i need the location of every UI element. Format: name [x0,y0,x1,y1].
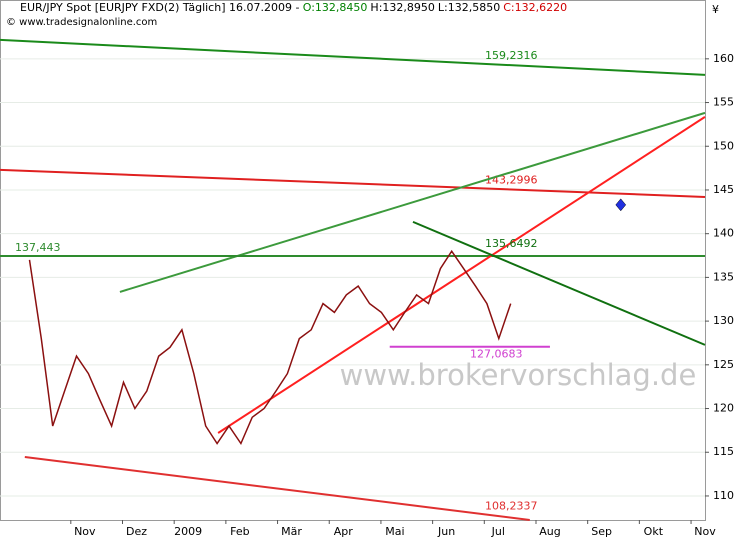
x-tick-label: Jul [491,525,505,538]
y-tick-label: 110 [713,489,734,502]
marker [615,198,627,212]
y-tick-label: 135 [713,270,734,283]
low: L:132,5850 [438,1,500,14]
trend-line [24,455,530,521]
x-tick-label: Feb [230,525,249,538]
line-label: 137,443 [15,241,61,254]
x-tick-label: Apr [334,525,354,538]
y-tick-label: 145 [713,183,734,196]
open: O:132,8450 [303,1,368,14]
x-tick-label: Dez [126,525,147,538]
line-label: 108,2337 [485,499,538,512]
x-tick-label: Nov [74,525,96,538]
x-tick-label: Mai [385,525,404,538]
trend-line [412,220,706,346]
price-line [28,249,512,446]
watermark: www.brokervorschlag.de [340,358,697,392]
high: H:132,8950 [370,1,434,14]
x-tick-label: Mär [281,525,302,538]
y-tick-label: 150 [713,139,734,152]
y-tick-label: 120 [713,402,734,415]
x-tick-label: Jun [437,525,455,538]
x-tick-label: 2009 [174,525,202,538]
y-tick-label: 155 [713,96,734,109]
header: EUR/JPY Spot [EURJPY FXD(2) Täglich] 16.… [20,1,567,14]
plot-frame [0,0,706,521]
line-label: 143,2996 [485,174,538,187]
symbol: EUR/JPY Spot [EURJPY FXD(2) Täglich] 16.… [20,1,300,14]
x-tick-label: Sep [591,525,612,538]
close: C:132,6220 [503,1,567,14]
y-tick-label: 115 [713,445,734,458]
line-label: 135,6492 [485,237,538,250]
x-tick-label: Okt [644,525,664,538]
y-tick-label: 125 [713,358,734,371]
copyright: © www.tradesignalonline.com [6,17,157,28]
line-label: 159,2316 [485,49,538,62]
line-label: 127,0683 [470,348,523,361]
y-tick-label: 130 [713,314,734,327]
trend-line [0,38,706,76]
y-tick-label: 160 [713,52,734,65]
trend-line [217,116,706,434]
x-tick-label: Nov [694,525,716,538]
trend-line [119,111,706,293]
y-tick-label: 140 [713,227,734,240]
x-tick-label: Aug [539,525,560,538]
currency: ¥ [712,3,719,16]
